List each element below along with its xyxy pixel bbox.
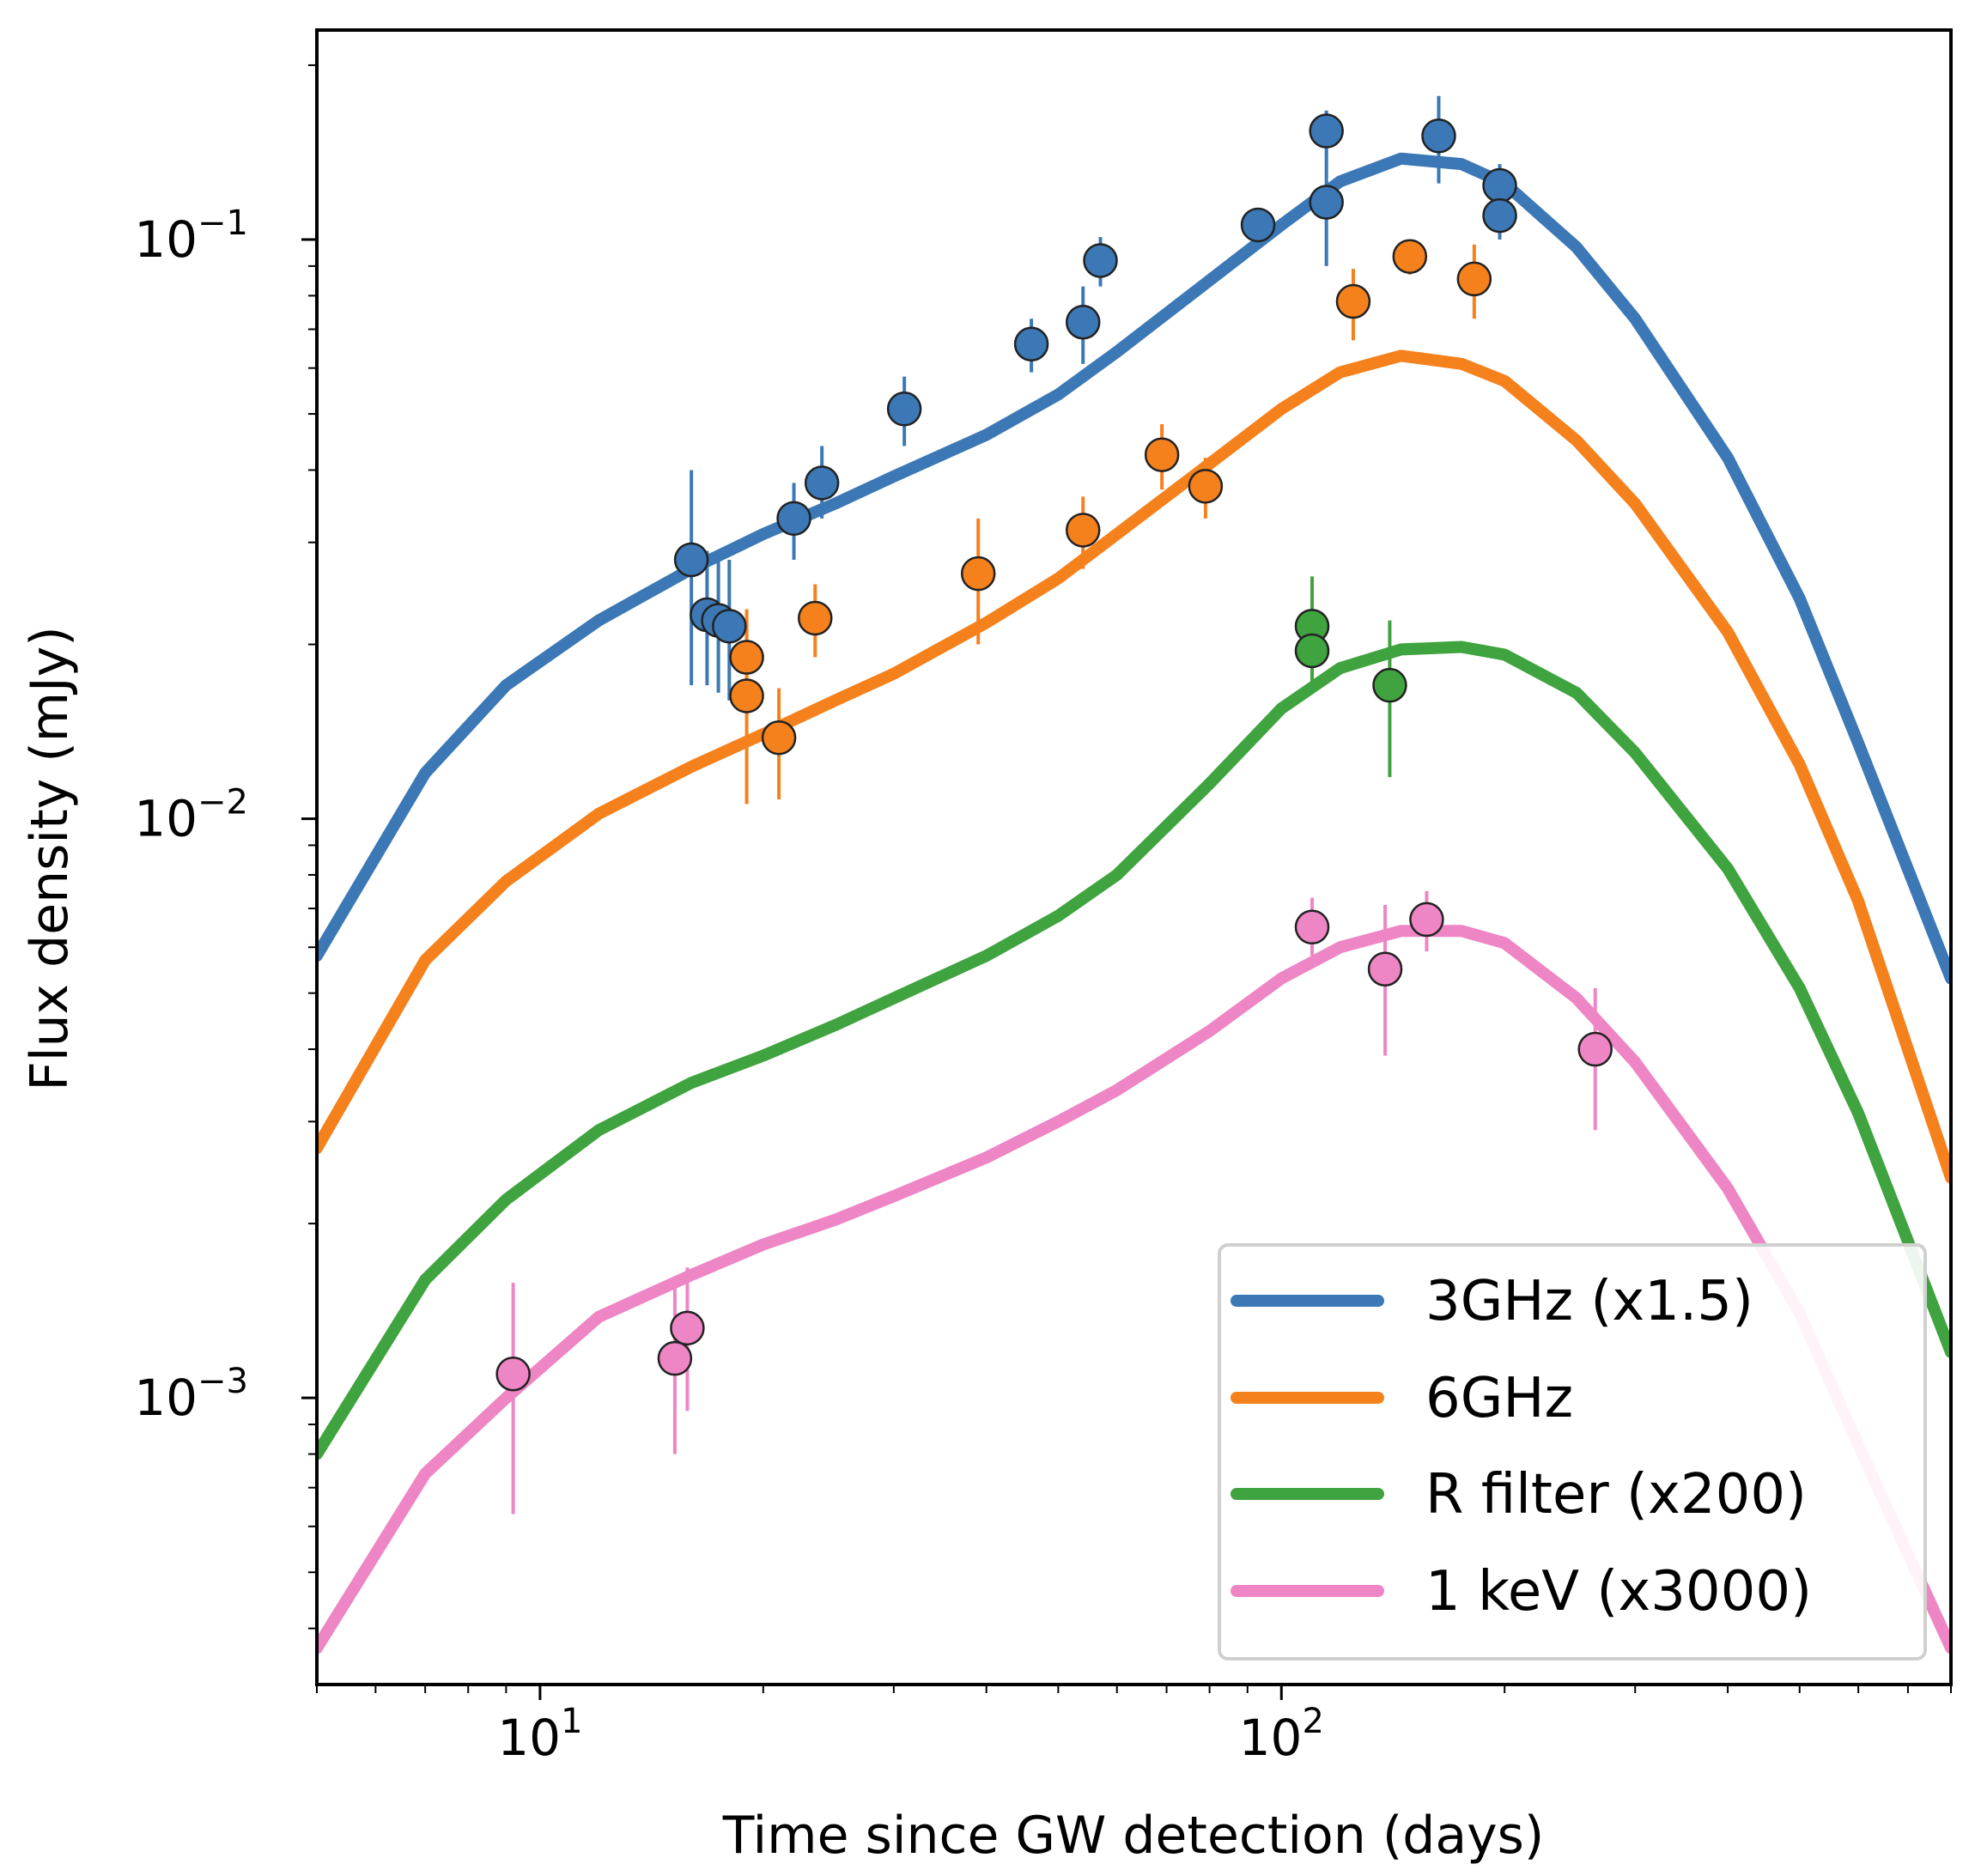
- legend-item-r-filter: R filter (x200): [1231, 1463, 1807, 1527]
- plot-frame: [315, 28, 1953, 1686]
- x-tick-label-100: 102: [1239, 1702, 1324, 1767]
- y-axis-label: Flux density (mJy): [20, 626, 80, 1090]
- data-point-6ghz-7: [1188, 469, 1224, 504]
- legend-label-3ghz: 3GHz (x1.5): [1425, 1270, 1753, 1333]
- plot-area: [317, 95, 1951, 1654]
- data-point-3ghz-x1-5-14: [1482, 167, 1517, 203]
- data-point-1-kev-x3000-6: [1577, 1031, 1613, 1067]
- model-line-r-filter-x200: [317, 641, 1951, 1460]
- data-point-3ghz-x1-5-0: [673, 542, 709, 578]
- data-point-3ghz-x1-5-6: [886, 392, 922, 427]
- data-point-3ghz-x1-5-7: [1013, 326, 1049, 361]
- data-point-6ghz-0: [729, 640, 764, 675]
- legend-label-r-filter: R filter (x200): [1425, 1463, 1807, 1527]
- data-point-6ghz-2: [761, 719, 797, 756]
- model-line-1-kev-x3000: [317, 925, 1951, 1654]
- model-lines: [317, 152, 1951, 1654]
- data-point-1-kev-x3000-2: [670, 1310, 705, 1346]
- data-point-1-kev-x3000-3: [1294, 909, 1330, 945]
- data-point-1-kev-x3000-1: [657, 1340, 693, 1376]
- data-point-3ghz-x1-5-15: [1482, 197, 1517, 234]
- data-point-6ghz-10: [1456, 261, 1492, 297]
- y-axis-ticks: 10−310−210−1: [134, 64, 317, 1630]
- data-point-3ghz-x1-5-10: [1240, 207, 1276, 243]
- data-point-6ghz-1: [729, 678, 764, 713]
- data-point-1-kev-x3000-4: [1367, 951, 1403, 987]
- data-point-6ghz-5: [1065, 513, 1101, 548]
- model-line-6ghz: [317, 349, 1951, 1184]
- data-point-3ghz-x1-5-11: [1309, 113, 1344, 149]
- data-point-6ghz-9: [1392, 239, 1428, 274]
- data-point-3ghz-x1-5-12: [1309, 185, 1344, 220]
- legend-item-6ghz: 6GHz: [1231, 1367, 1573, 1430]
- data-point-1-kev-x3000-0: [495, 1357, 531, 1392]
- data-point-3ghz-x1-5-3: [712, 609, 747, 644]
- legend-label-6ghz: 6GHz: [1425, 1367, 1573, 1430]
- data-point-3ghz-x1-5-13: [1421, 118, 1456, 154]
- data-point-r-filter-x200-2: [1372, 667, 1407, 703]
- data-point-3ghz-x1-5-4: [776, 501, 811, 537]
- legend-box: [1218, 1243, 1927, 1660]
- legend-item-1kev: 1 keV (x3000): [1231, 1560, 1812, 1624]
- x-axis-label: Time since GW detection (days): [722, 1806, 1545, 1866]
- data-points: [495, 113, 1613, 1392]
- x-axis-ticks: 101 102: [316, 1685, 1952, 1767]
- model-line-3ghz-x1-5: [317, 152, 1951, 985]
- x-tick-label-10: 101: [497, 1702, 582, 1767]
- data-point-3ghz-x1-5-5: [804, 465, 840, 501]
- data-point-1-kev-x3000-5: [1409, 902, 1444, 938]
- data-point-6ghz-6: [1144, 437, 1180, 472]
- data-point-6ghz-8: [1335, 283, 1371, 319]
- legend-item-3ghz: 3GHz (x1.5): [1231, 1270, 1753, 1333]
- legend-label-1kev: 1 keV (x3000): [1425, 1560, 1812, 1624]
- data-point-3ghz-x1-5-8: [1065, 305, 1101, 340]
- data-point-6ghz-3: [798, 600, 833, 636]
- data-point-3ghz-x1-5-9: [1083, 243, 1118, 278]
- legend: 3GHz (x1.5) 6GHz R filter (x200) 1 keV (…: [1218, 1243, 1927, 1660]
- data-point-6ghz-4: [960, 556, 996, 592]
- data-point-r-filter-x200-1: [1294, 633, 1330, 669]
